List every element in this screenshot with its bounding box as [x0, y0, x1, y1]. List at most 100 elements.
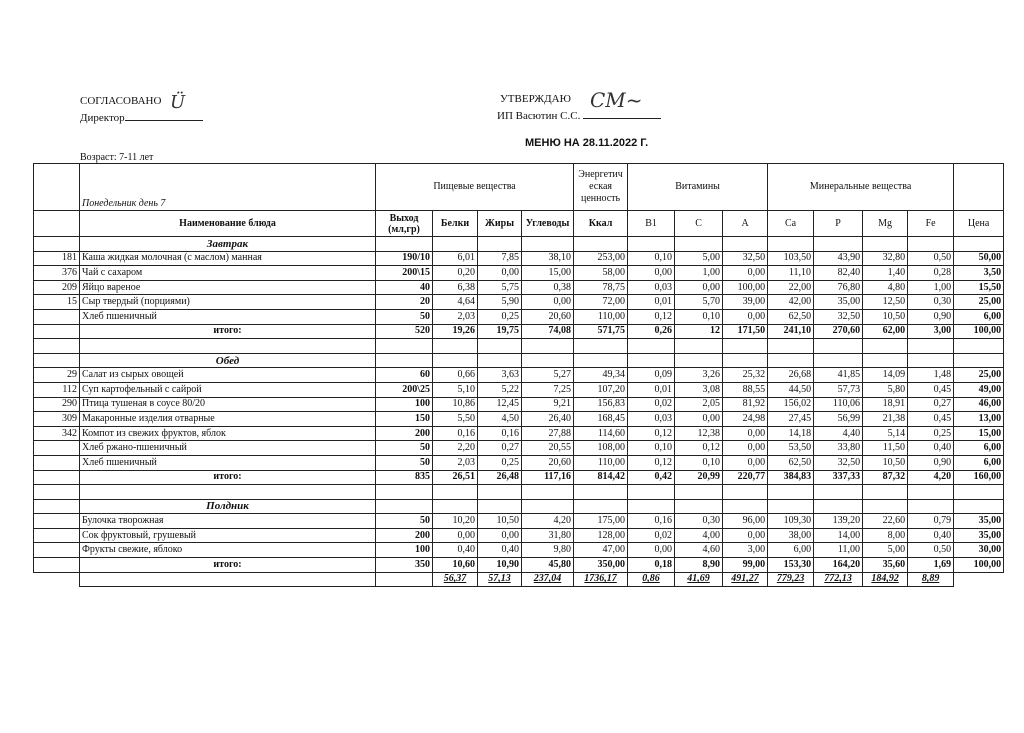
cell-price: 35,00 [953, 513, 1005, 529]
cell-mg: 62,00 [862, 323, 909, 340]
cell-fe: 4,20 [907, 469, 955, 486]
cell [862, 352, 909, 369]
cell-carbs: 9,80 [520, 542, 575, 559]
cell-price: 15,00 [953, 425, 1005, 442]
cell-vit-a: 3,00 [722, 542, 769, 559]
cell-carbs: 4,20 [520, 513, 575, 529]
cell-kcal: 110,00 [573, 454, 629, 471]
cell-ca: 153,30 [767, 557, 815, 573]
cell-kcal: 47,00 [573, 542, 629, 559]
table-row: 376 Чай с сахаром 200\15 0,20 0,00 15,00 58,00… [33, 265, 1005, 281]
cell [477, 484, 522, 500]
cell-carbs: 26,40 [520, 411, 575, 427]
header-out: Выход (мл,гр) [375, 210, 433, 237]
cell-vit-c: 3,26 [674, 367, 724, 383]
cell-fat: 0,25 [477, 454, 522, 471]
cell-carbs: 237,04 [520, 571, 575, 588]
cell-code [33, 308, 80, 325]
table-row: Сок фруктовый, грушевый 200 0,00 0,00 31,80 1… [33, 527, 1005, 544]
cell-fe: 0,90 [907, 308, 955, 325]
cell-p: 32,50 [813, 454, 864, 471]
cell-code: 112 [33, 381, 80, 398]
cell [767, 498, 815, 515]
cell-mg: 35,60 [862, 557, 909, 573]
cell [767, 338, 815, 354]
cell [375, 338, 433, 354]
cell-mg: 8,00 [862, 527, 909, 544]
cell-output: 100 [375, 396, 433, 413]
cell [375, 498, 433, 515]
cell-fat: 0,00 [477, 527, 522, 544]
signature-line [124, 110, 203, 121]
cell-output: 50 [375, 454, 433, 471]
cell-output: 200\25 [375, 381, 433, 398]
cell-kcal: 168,45 [573, 411, 629, 427]
cell-output: 150 [375, 411, 433, 427]
cell-carbs: 20,60 [520, 308, 575, 325]
cell-fat: 5,75 [477, 279, 522, 296]
cell [375, 484, 433, 500]
cell [907, 498, 955, 515]
cell [767, 236, 815, 252]
cell-ca: 384,83 [767, 469, 815, 486]
cell-output: 190/10 [375, 250, 433, 267]
cell [33, 484, 80, 500]
cell-carbs: 74,08 [520, 323, 575, 340]
cell-fat: 26,48 [477, 469, 522, 486]
approval-left-title: СОГЛАСОВАНО [80, 95, 162, 107]
cell-p: 4,40 [813, 425, 864, 442]
grand-total-value: 41,69 [687, 573, 710, 585]
cell-b1: 0,42 [627, 469, 676, 486]
cell-p: 337,33 [813, 469, 864, 486]
total-row: итого: 835 26,51 26,48 117,16 814,42 0,42 20,99… [33, 469, 1005, 486]
cell-protein: 0,20 [432, 265, 478, 281]
cell-fe: 1,48 [907, 367, 955, 383]
cell-vit-a: 171,50 [722, 323, 769, 340]
header-empty [33, 163, 80, 211]
cell [520, 484, 575, 500]
cell-price: 6,00 [953, 454, 1005, 471]
cell-mg: 22,60 [862, 513, 909, 529]
cell-fe: 1,69 [907, 557, 955, 573]
section-title: Полдник [79, 498, 376, 515]
cell-fat: 0,25 [477, 308, 522, 325]
cell-vit-a: 0,00 [722, 265, 769, 281]
cell-fe: 8,89 [907, 571, 955, 588]
cell-dish-name: Салат из сырых овощей [79, 367, 376, 383]
cell-price: 15,50 [953, 279, 1005, 296]
cell-ca: 241,10 [767, 323, 815, 340]
cell-b1: 0,09 [627, 367, 676, 383]
cell-ca: 6,00 [767, 542, 815, 559]
cell-output: 200\15 [375, 265, 433, 281]
cell-p: 164,20 [813, 557, 864, 573]
cell-kcal: 58,00 [573, 265, 629, 281]
grand-total-value: 184,92 [871, 573, 899, 585]
cell-fe: 0,40 [907, 527, 955, 544]
cell-dish-name: Суп картофельный с сайрой [79, 381, 376, 398]
cell-price [954, 572, 1004, 587]
cell-protein: 4,64 [432, 294, 478, 310]
cell-ca: 44,50 [767, 381, 815, 398]
cell-price: 13,00 [953, 411, 1005, 427]
cell-ca: 14,18 [767, 425, 815, 442]
cell-p: 772,13 [813, 571, 864, 588]
header-empty [953, 163, 1005, 211]
age-label: Возраст: 7-11 лет [80, 152, 154, 163]
cell-vit-a: 491,27 [722, 571, 769, 588]
cell-p: 35,00 [813, 294, 864, 310]
cell [33, 338, 80, 354]
cell-output: 20 [375, 294, 433, 310]
cell [907, 352, 955, 369]
cell-vit-a: 99,00 [722, 557, 769, 573]
cell [375, 236, 433, 252]
cell-p: 33,80 [813, 440, 864, 456]
cell-dish-name: Чай с сахаром [79, 265, 376, 281]
cell-vit-a: 39,00 [722, 294, 769, 310]
cell-vit-a: 88,55 [722, 381, 769, 398]
cell-price: 6,00 [953, 440, 1005, 456]
grand-total-value: 491,27 [731, 573, 759, 585]
cell-fe: 0,28 [907, 265, 955, 281]
header-fe: Fe [907, 210, 955, 237]
cell-output: 835 [375, 469, 433, 486]
cell-ca: 53,50 [767, 440, 815, 456]
